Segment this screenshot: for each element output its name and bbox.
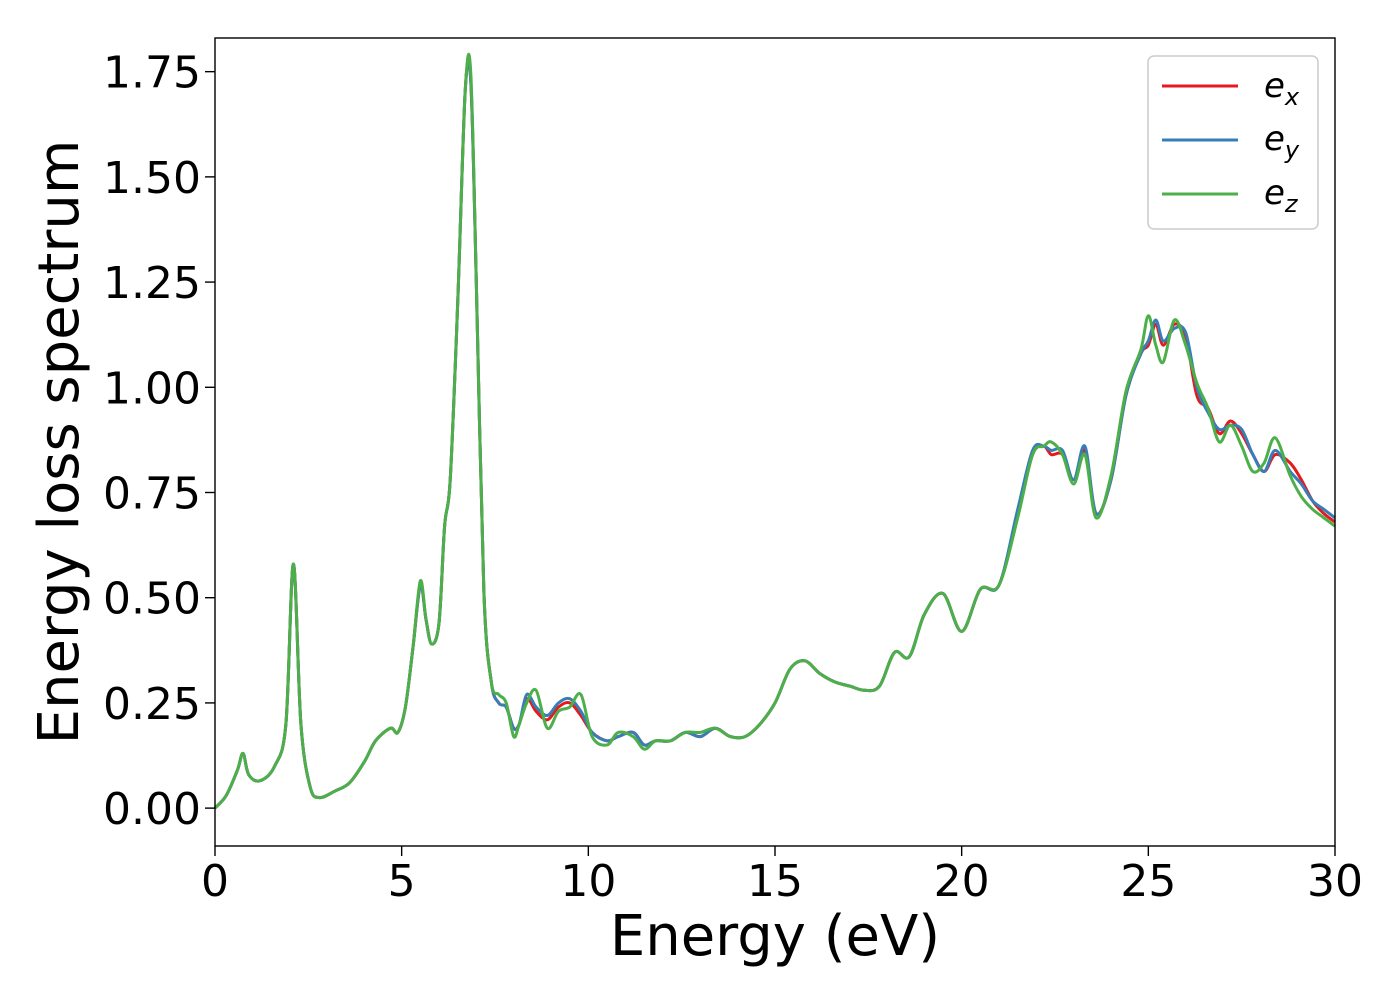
legend-label-ez: ez	[1264, 173, 1299, 218]
x-axis: 0 5 10 15 20 25 30	[201, 846, 1363, 907]
x-tick-label: 5	[388, 856, 416, 907]
y-axis: 0.00 0.25 0.50 0.75 1.00 1.25 1.50 1.75	[103, 48, 215, 835]
x-axis-title: Energy (eV)	[610, 904, 940, 969]
y-tick-label: 0.50	[103, 574, 201, 625]
x-tick-label: 25	[1120, 856, 1176, 907]
y-tick-label: 0.75	[103, 469, 201, 520]
legend-label-ey: ey	[1264, 119, 1300, 164]
legend-label-ey-base: e	[1264, 119, 1285, 159]
x-tick-label: 30	[1307, 856, 1363, 907]
y-tick-label: 1.00	[103, 363, 201, 414]
y-tick-label: 0.00	[103, 784, 201, 835]
series-layer	[213, 52, 1336, 810]
x-tick-label: 0	[201, 856, 229, 907]
series-line-ez	[213, 52, 1336, 810]
legend-label-ez-base: e	[1264, 173, 1285, 213]
legend-label-ez-sub: z	[1284, 190, 1299, 218]
y-tick-label: 0.25	[103, 679, 201, 730]
y-tick-label: 1.25	[103, 258, 201, 309]
x-tick-label: 15	[747, 856, 803, 907]
legend-box	[1147, 55, 1319, 230]
legend-label-ex-base: e	[1264, 66, 1285, 106]
legend-label-ex-sub: x	[1284, 83, 1300, 111]
x-tick-label: 10	[560, 856, 616, 907]
y-tick-label: 1.50	[103, 153, 201, 204]
y-axis-title: Energy loss spectrum	[27, 140, 92, 745]
x-tick-label: 20	[934, 856, 990, 907]
legend-label-ex: ex	[1264, 66, 1300, 111]
y-tick-label: 1.75	[103, 48, 201, 99]
legend-label-ey-sub: y	[1284, 136, 1300, 164]
legend: ex ey ez	[1147, 55, 1319, 230]
